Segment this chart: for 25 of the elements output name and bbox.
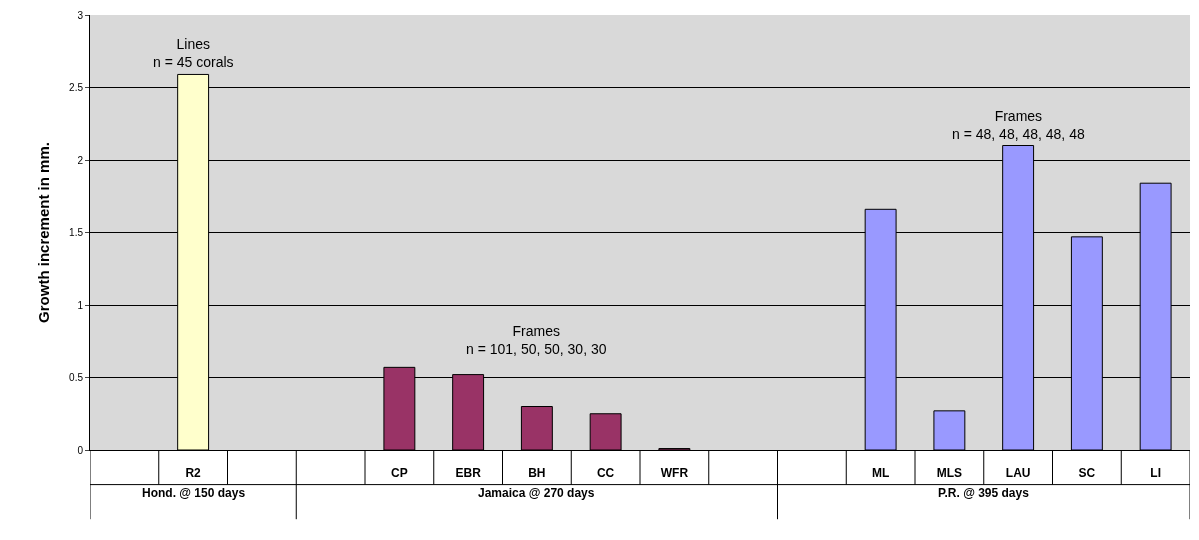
x-tick-label: ML — [871, 466, 890, 481]
x-tick-label: R2 — [185, 466, 202, 481]
y-tick-label: 1.5 — [69, 227, 84, 238]
annotation: Frames n = 48, 48, 48, 48, 48 — [952, 108, 1085, 143]
y-tick-label: 2.5 — [69, 82, 84, 93]
x-tick-label: LAU — [1005, 466, 1031, 481]
text: P.R. @ 395 days — [938, 486, 1030, 500]
x-tick-label: BH — [528, 466, 546, 481]
text: Jamaica @ 270 days — [478, 486, 595, 500]
x-tick-label: WFR — [660, 466, 689, 481]
annotation: Frames n = 101, 50, 50, 30, 30 — [466, 323, 607, 358]
x-tick-label: SC — [1078, 466, 1096, 481]
x-tick-label: CP — [391, 466, 408, 481]
y-tick-label: 1 — [77, 299, 84, 311]
x-tick-label: EBR — [455, 466, 482, 481]
y-tick-label: 3 — [77, 9, 84, 21]
x-tick-label: LI — [1150, 466, 1161, 481]
y-axis-title: Growth increment in mm. — [35, 142, 53, 323]
y-tick-label: 0.5 — [69, 372, 84, 383]
x-tick-label: CC — [596, 466, 615, 481]
y-tick-label: 0 — [77, 444, 84, 456]
x-tick-label: MLS — [936, 466, 963, 481]
annotation: Lines n = 45 corals — [153, 36, 234, 71]
text: Hond. @ 150 days — [142, 486, 246, 500]
y-tick-label: 2 — [77, 154, 84, 166]
